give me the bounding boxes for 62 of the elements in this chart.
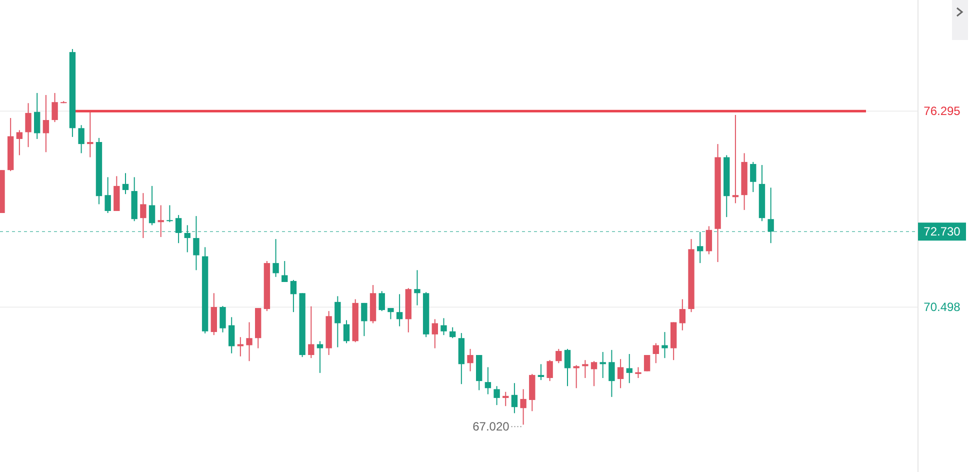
candlestick bbox=[282, 260, 288, 282]
candlestick bbox=[396, 294, 403, 327]
candlestick bbox=[626, 354, 632, 384]
candlestick bbox=[440, 318, 447, 336]
ref-line-label: 72.730 bbox=[924, 224, 961, 239]
candlestick bbox=[432, 318, 438, 349]
candlestick bbox=[520, 388, 526, 426]
candlestick bbox=[538, 364, 544, 381]
candlestick bbox=[104, 176, 111, 214]
candlestick bbox=[679, 298, 686, 331]
candlestick bbox=[706, 226, 712, 255]
candlestick bbox=[414, 270, 420, 306]
candlestick bbox=[87, 111, 94, 158]
candlestick bbox=[590, 360, 598, 387]
annotation: 67.020 bbox=[472, 420, 510, 434]
candlestick bbox=[158, 204, 164, 238]
candlestick bbox=[556, 348, 562, 364]
candlestick bbox=[573, 364, 580, 389]
candlestick bbox=[228, 316, 235, 354]
candlestick bbox=[449, 326, 456, 339]
candlestick bbox=[697, 231, 704, 264]
candlestick bbox=[600, 351, 606, 379]
candlestick bbox=[662, 332, 668, 359]
candlestick bbox=[220, 305, 226, 333]
candlestick bbox=[148, 185, 156, 226]
candlestick bbox=[502, 391, 509, 407]
candlestick bbox=[467, 348, 474, 372]
candlestick bbox=[388, 308, 394, 320]
candlestick bbox=[343, 320, 350, 344]
candlestick bbox=[582, 360, 588, 379]
candlestick bbox=[308, 306, 314, 359]
candlestick bbox=[272, 238, 279, 278]
candlestick bbox=[564, 348, 571, 387]
candlestick bbox=[316, 340, 324, 374]
candlestick bbox=[237, 336, 244, 357]
candlestick bbox=[484, 366, 492, 395]
candlestick bbox=[511, 382, 518, 414]
candlestick bbox=[140, 192, 146, 239]
candlestick bbox=[494, 386, 500, 406]
y-tick-label: 70.498 bbox=[924, 300, 961, 314]
candlestick bbox=[378, 290, 385, 312]
candlestick bbox=[52, 92, 58, 123]
candlestick bbox=[25, 102, 32, 148]
candlestick bbox=[652, 342, 659, 364]
y-tick-label: 76.295 bbox=[924, 104, 961, 118]
candlestick bbox=[608, 349, 615, 398]
candlestick bbox=[750, 161, 756, 193]
candlestick bbox=[617, 358, 624, 389]
candlestick bbox=[78, 124, 84, 154]
candlestick bbox=[166, 204, 173, 223]
candlestick bbox=[16, 130, 23, 156]
candlestick bbox=[732, 114, 739, 204]
candlestick bbox=[546, 360, 553, 382]
candlestick bbox=[361, 302, 368, 337]
candlestick bbox=[34, 92, 40, 140]
candlestick bbox=[334, 296, 341, 348]
candlestick bbox=[290, 279, 297, 313]
candlestick bbox=[635, 366, 642, 379]
candlestick bbox=[42, 94, 50, 153]
candlestick bbox=[122, 172, 129, 195]
candlestick bbox=[246, 322, 252, 362]
candlestick bbox=[644, 354, 650, 372]
